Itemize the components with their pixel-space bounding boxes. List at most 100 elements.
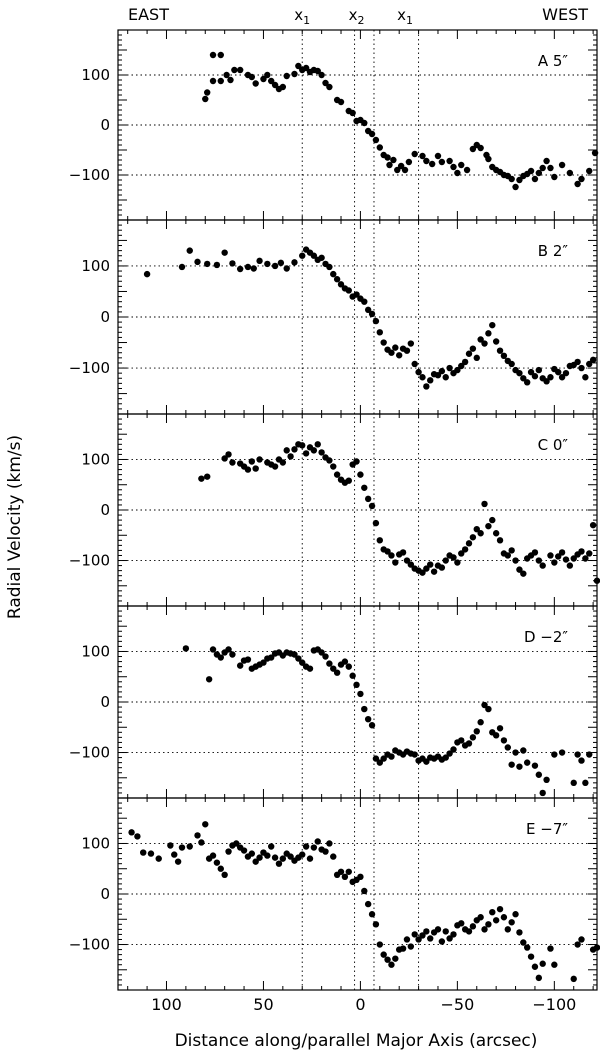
data-point — [279, 83, 287, 91]
data-point — [442, 754, 449, 761]
data-point — [508, 919, 515, 926]
data-point — [531, 373, 539, 380]
data-point — [361, 119, 368, 127]
data-point — [295, 655, 302, 662]
data-point — [361, 298, 368, 305]
y-tick-label: 0 — [100, 693, 110, 711]
data-point — [178, 844, 186, 851]
data-point — [411, 931, 418, 938]
data-point — [229, 260, 236, 267]
data-point — [535, 366, 543, 374]
data-point — [330, 270, 337, 278]
data-point — [473, 354, 480, 362]
data-point — [322, 79, 329, 87]
data-point — [252, 80, 259, 87]
data-point — [469, 145, 477, 153]
data-point — [558, 749, 566, 756]
data-point — [231, 66, 238, 74]
data-point — [427, 935, 434, 942]
data-point — [318, 254, 325, 261]
data-point — [268, 654, 275, 661]
data-point — [341, 658, 349, 665]
data-point — [401, 166, 409, 174]
data-point — [419, 932, 426, 939]
data-point — [392, 559, 399, 566]
data-point — [485, 522, 492, 530]
data-point — [434, 926, 442, 933]
data-point — [551, 559, 558, 566]
y-tick-label: 100 — [81, 66, 110, 84]
data-point — [194, 832, 201, 839]
data-point — [326, 840, 333, 847]
data-point — [227, 76, 234, 84]
marker-label-3: x1 — [397, 6, 413, 27]
data-point — [155, 855, 162, 862]
data-point — [287, 453, 294, 460]
data-point — [446, 935, 453, 942]
data-point — [508, 360, 515, 368]
data-point — [392, 344, 399, 351]
data-point — [361, 887, 368, 895]
data-point — [330, 853, 337, 860]
data-point — [442, 928, 449, 935]
data-point — [143, 270, 151, 278]
data-point — [256, 854, 263, 861]
data-point — [520, 747, 527, 754]
data-point — [209, 51, 217, 59]
data-point — [450, 746, 457, 753]
data-point — [531, 963, 539, 970]
data-point — [535, 771, 543, 778]
data-point — [582, 779, 589, 787]
data-point — [516, 929, 523, 936]
data-point — [527, 167, 535, 175]
data-point — [252, 465, 259, 472]
y-tick-label: −100 — [69, 744, 110, 762]
data-point — [527, 953, 535, 960]
data-point — [570, 555, 577, 562]
data-point — [582, 374, 589, 381]
data-point — [578, 936, 585, 943]
data-point — [306, 855, 314, 862]
data-point — [411, 751, 418, 758]
direction-label-east: EAST — [128, 5, 169, 24]
x-tick-label: 100 — [151, 995, 182, 1014]
data-point — [240, 847, 248, 854]
data-point — [578, 548, 585, 555]
data-point — [372, 921, 380, 928]
data-point — [531, 549, 539, 556]
data-point — [555, 553, 562, 560]
data-point — [586, 751, 593, 758]
data-point — [399, 549, 407, 556]
data-point — [570, 779, 577, 787]
data-point — [423, 758, 430, 765]
data-point — [291, 259, 298, 266]
panel-label-5: E −7″ — [526, 820, 568, 838]
data-point — [314, 838, 321, 845]
data-point — [302, 64, 310, 72]
data-point — [485, 155, 492, 163]
data-point — [523, 944, 531, 951]
data-point — [419, 374, 426, 381]
data-point — [236, 662, 244, 669]
panel-label-1: A 5″ — [538, 52, 569, 70]
direction-label-west: WEST — [542, 5, 588, 24]
data-point — [430, 568, 438, 575]
data-point — [465, 540, 473, 547]
data-point — [547, 552, 554, 559]
data-point — [361, 705, 368, 713]
data-point — [461, 546, 469, 553]
data-point — [403, 347, 411, 354]
data-point — [423, 565, 430, 572]
data-point — [209, 852, 217, 859]
data-point — [353, 291, 360, 298]
y-tick-label: 100 — [81, 642, 110, 660]
data-point — [178, 263, 186, 271]
data-point — [225, 451, 232, 458]
data-point — [333, 276, 341, 283]
data-point — [477, 530, 484, 537]
data-point — [233, 840, 240, 847]
data-point — [531, 762, 539, 769]
data-point — [415, 368, 422, 376]
marker-label-2: x2 — [349, 6, 365, 27]
